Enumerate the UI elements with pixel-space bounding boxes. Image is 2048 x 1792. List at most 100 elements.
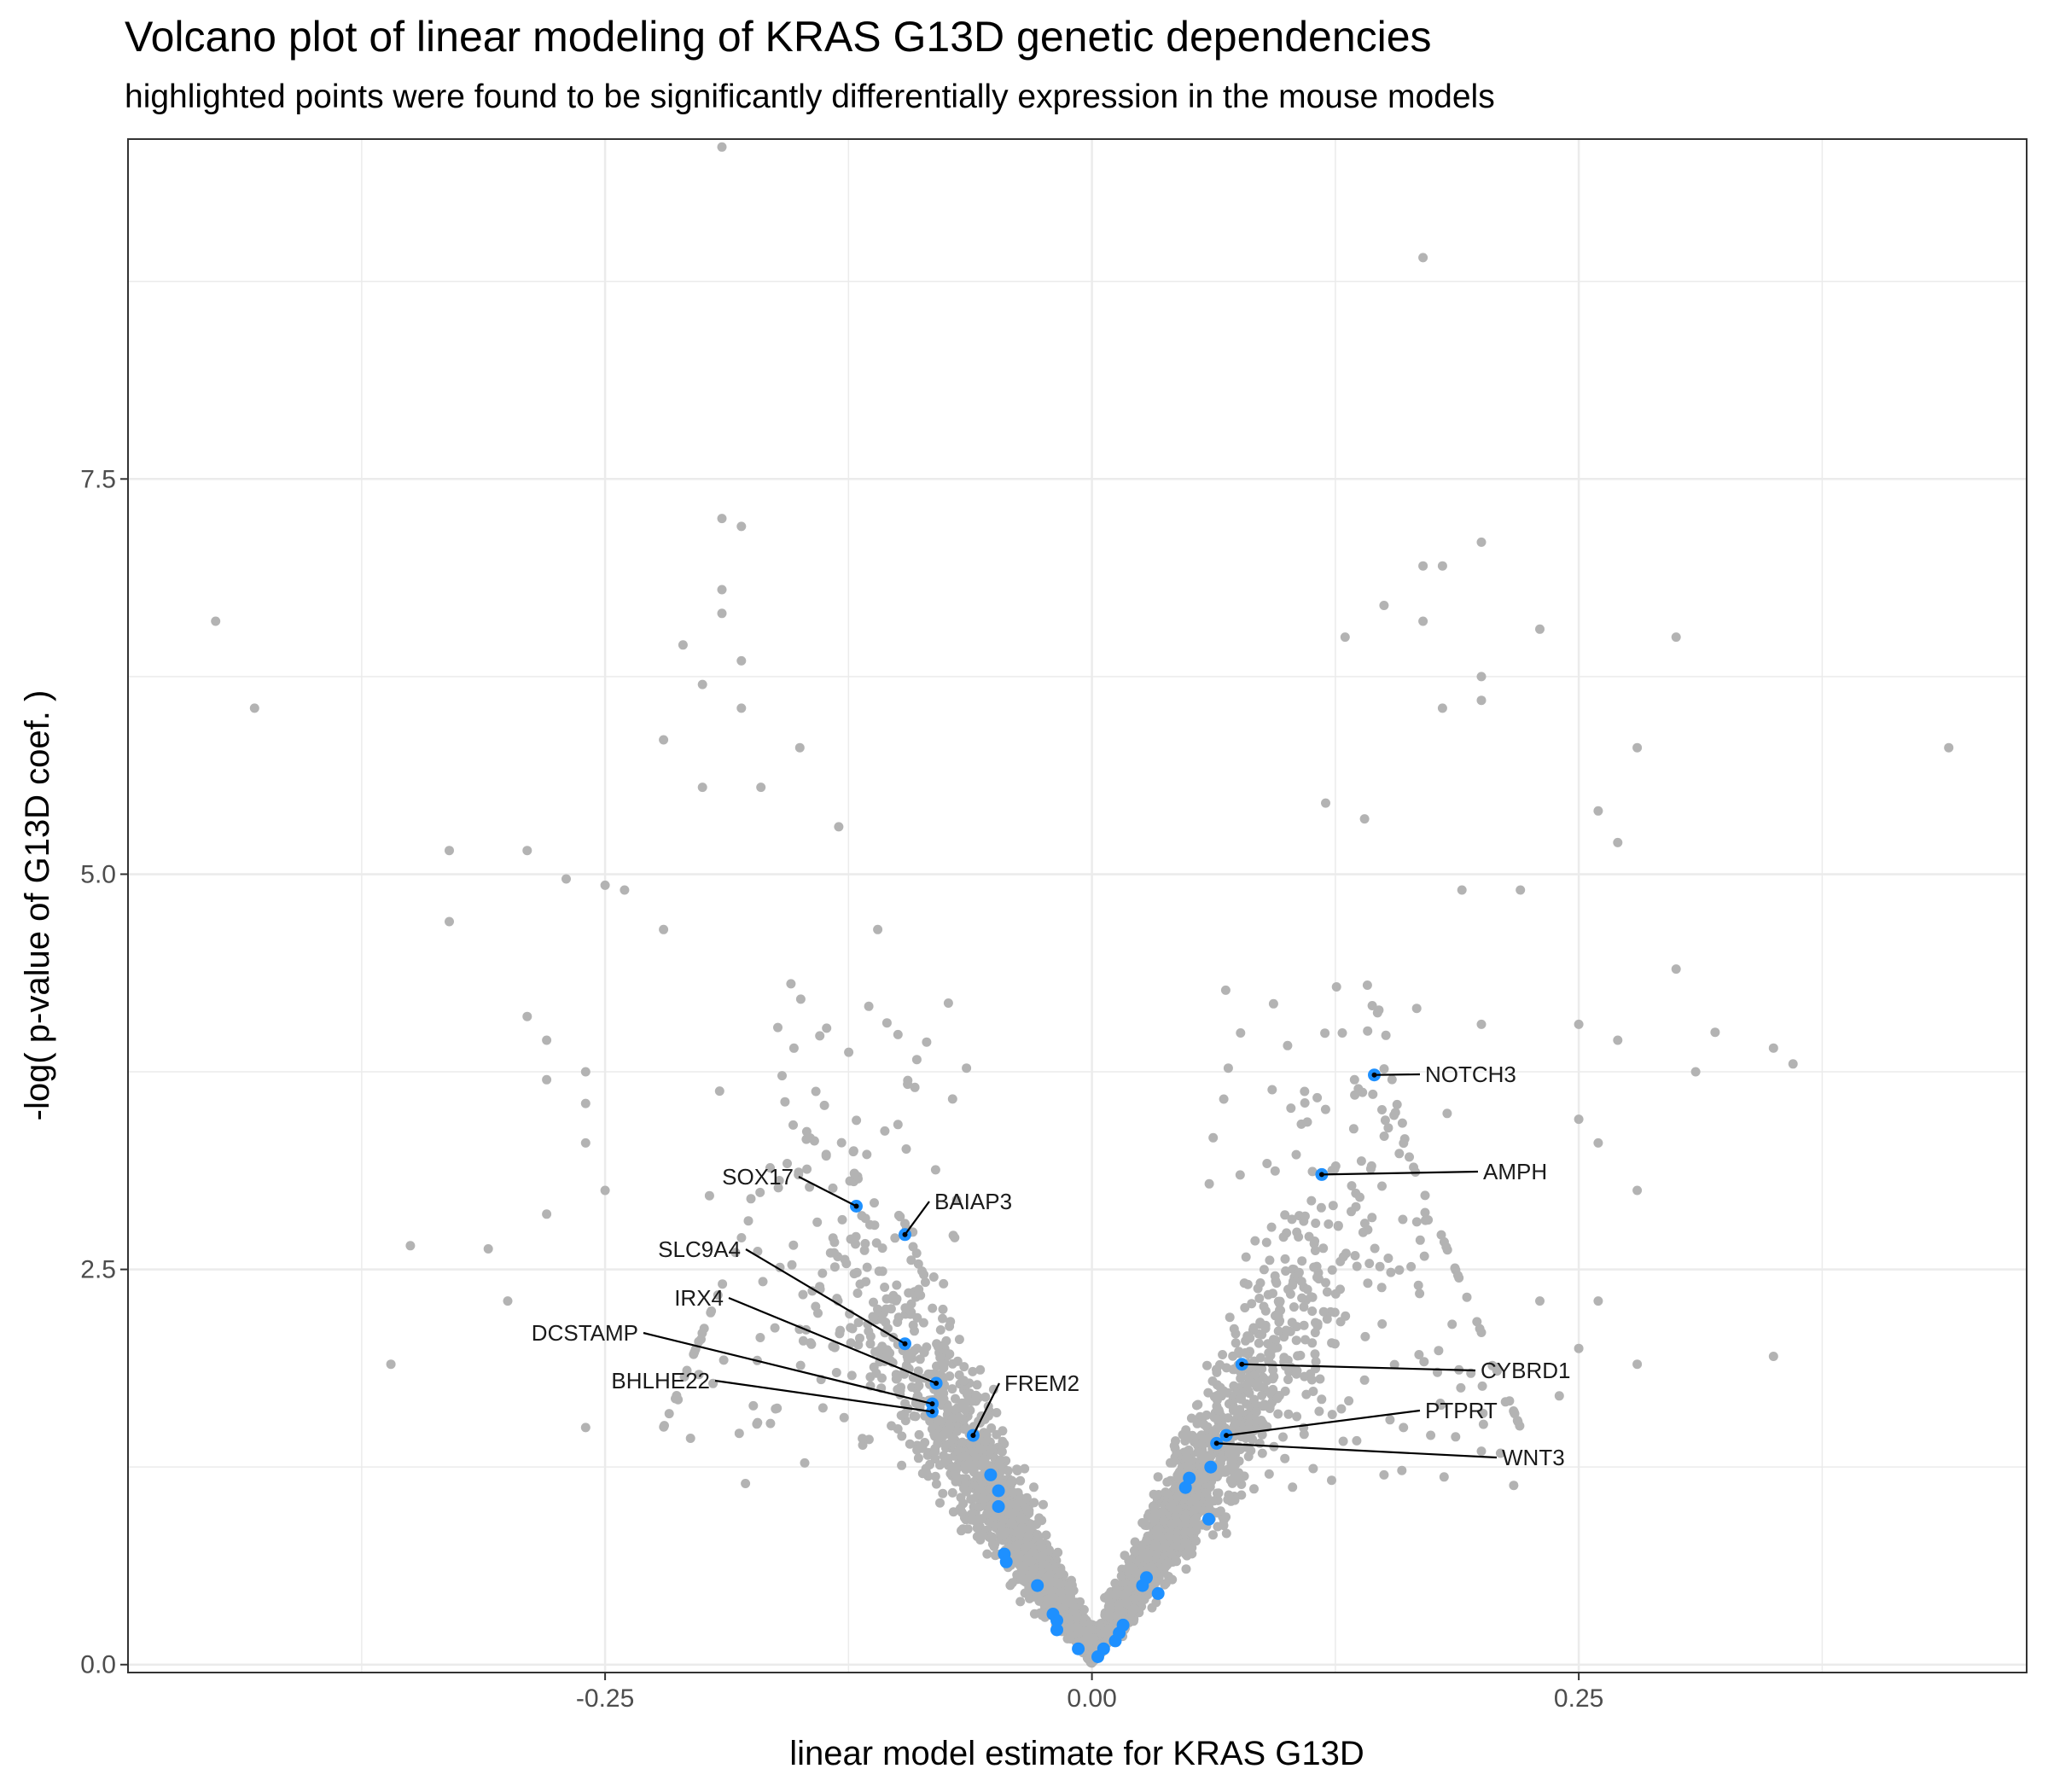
data-point: [1273, 1326, 1283, 1336]
data-point: [920, 1277, 930, 1288]
data-point: [812, 1217, 823, 1227]
data-point: [685, 1434, 695, 1443]
data-point: [405, 1241, 416, 1251]
data-point: [1129, 1545, 1139, 1556]
data-point: [1172, 1492, 1183, 1502]
data-point: [1259, 1301, 1269, 1312]
data-point: [1017, 1522, 1027, 1533]
data-point: [1041, 1530, 1051, 1540]
data-point: [1254, 1338, 1264, 1348]
data-point: [1321, 1277, 1330, 1288]
data-point: [1291, 1335, 1301, 1346]
data-point: [957, 1507, 967, 1517]
grid-layer: [128, 139, 2027, 1673]
data-point: [986, 1445, 997, 1454]
data-point: [939, 1363, 949, 1373]
gene-label: BHLHE22: [611, 1368, 710, 1393]
data-point: [1225, 1312, 1235, 1323]
data-point: [1379, 1132, 1389, 1141]
data-point: [868, 1312, 878, 1322]
data-point: [936, 1395, 946, 1405]
data-point: [1399, 1138, 1409, 1149]
data-point: [1476, 695, 1487, 706]
data-point: [1671, 632, 1681, 643]
data-point: [863, 1319, 873, 1329]
data-point: [1405, 1152, 1414, 1162]
data-point: [1250, 1236, 1260, 1246]
data-point: [1157, 1507, 1167, 1517]
data-point: [968, 1366, 978, 1376]
data-point: [1260, 1324, 1271, 1334]
data-point: [834, 822, 844, 832]
data-point: [896, 1411, 906, 1421]
data-point: [836, 1137, 847, 1148]
data-point: [1155, 1524, 1165, 1534]
data-point: [1026, 1556, 1036, 1567]
data-point: [1441, 1242, 1452, 1252]
data-point: [1143, 1554, 1153, 1564]
data-point: [1063, 1614, 1073, 1624]
data-point: [992, 1429, 1002, 1440]
data-point: [915, 1354, 925, 1364]
data-point: [855, 1279, 865, 1289]
data-point: [1171, 1533, 1181, 1544]
data-point: [1201, 1410, 1212, 1420]
data-point: [1288, 1482, 1298, 1492]
data-point: [1418, 561, 1428, 571]
data-point: [906, 1255, 916, 1265]
data-point: [1329, 1339, 1340, 1349]
highlighted-point: [1050, 1623, 1063, 1637]
data-point: [835, 1325, 846, 1335]
data-point: [743, 1216, 753, 1226]
data-point: [1283, 1409, 1294, 1419]
data-point: [971, 1390, 981, 1400]
data-point: [972, 1523, 982, 1533]
data-point: [734, 1428, 744, 1439]
data-point: [1162, 1477, 1172, 1487]
data-point: [982, 1509, 992, 1519]
data-point: [1242, 1279, 1253, 1289]
data-point: [1007, 1475, 1017, 1486]
data-point: [1311, 1357, 1321, 1367]
data-point: [922, 1450, 933, 1460]
data-point: [1294, 1232, 1304, 1242]
data-point: [1235, 1170, 1245, 1180]
data-point: [1409, 1162, 1418, 1172]
data-point: [1632, 742, 1643, 753]
data-point: [939, 1388, 949, 1399]
data-point: [1415, 1289, 1425, 1299]
data-point: [1219, 1094, 1229, 1104]
data-point: [1442, 1108, 1452, 1119]
data-point: [1535, 624, 1545, 634]
data-point: [1383, 1254, 1393, 1263]
data-point: [1149, 1516, 1160, 1526]
data-point: [1130, 1537, 1140, 1547]
data-point: [912, 1343, 922, 1353]
highlighted-point: [1183, 1471, 1196, 1485]
data-point: [1202, 1433, 1213, 1443]
data-point: [1039, 1499, 1048, 1510]
data-point: [1362, 980, 1372, 990]
data-point: [1350, 1251, 1360, 1260]
data-point: [689, 1349, 699, 1359]
data-point: [1024, 1525, 1034, 1535]
data-point: [962, 1063, 972, 1073]
data-point: [1321, 798, 1330, 808]
data-point: [1268, 1365, 1278, 1376]
data-point: [1184, 1432, 1194, 1441]
data-point: [1324, 1219, 1334, 1229]
data-point: [1015, 1560, 1024, 1570]
y-tick-label: 2.5: [80, 1256, 116, 1284]
data-point: [1318, 1306, 1329, 1317]
data-point: [1160, 1580, 1170, 1590]
highlighted-point: [1140, 1571, 1153, 1585]
data-point: [1151, 1577, 1161, 1587]
label-anchor-dot: [1239, 1361, 1245, 1367]
data-point: [1392, 1099, 1402, 1109]
data-point: [1768, 1043, 1778, 1053]
data-point: [1181, 1447, 1191, 1457]
data-point: [1190, 1505, 1200, 1515]
data-point: [1372, 1008, 1382, 1018]
data-point: [1632, 1359, 1643, 1370]
